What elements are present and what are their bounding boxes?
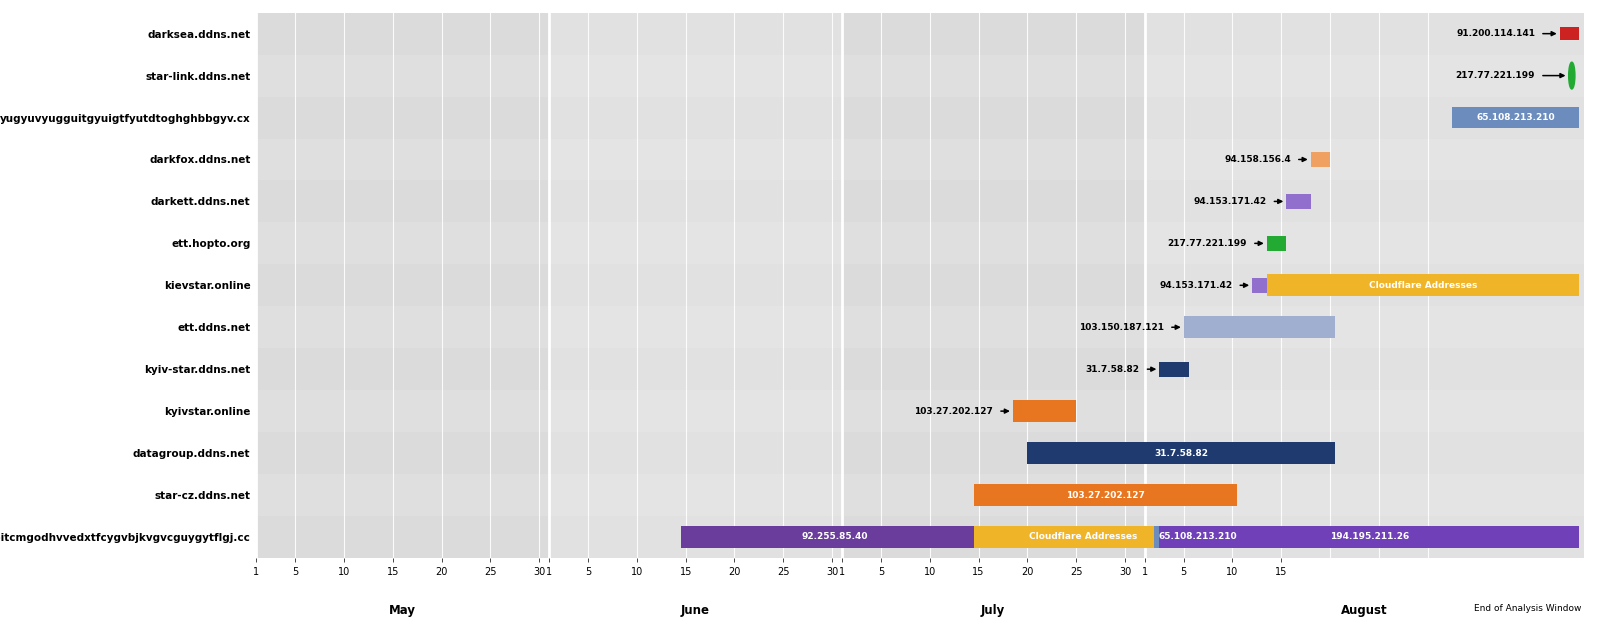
Bar [256, 138, 1584, 181]
Text: June: June [682, 604, 710, 617]
Bar [1267, 275, 1579, 296]
Bar [1310, 152, 1330, 167]
Bar [1267, 236, 1286, 251]
Bar [256, 181, 1584, 223]
Bar [974, 526, 1194, 548]
Text: 65.108.213.210: 65.108.213.210 [1477, 113, 1555, 122]
Text: 94.153.171.42: 94.153.171.42 [1160, 281, 1232, 290]
Bar [1027, 442, 1334, 464]
Bar [1560, 27, 1579, 40]
Text: 103.150.187.121: 103.150.187.121 [1078, 323, 1165, 332]
Text: 31.7.58.82: 31.7.58.82 [1086, 365, 1139, 373]
Bar [256, 432, 1584, 474]
Bar [1144, 13, 1584, 558]
Text: 103.27.202.127: 103.27.202.127 [914, 406, 994, 416]
Bar [1286, 194, 1310, 209]
Text: July: July [981, 604, 1005, 617]
Bar [1160, 526, 1579, 548]
Circle shape [1568, 62, 1574, 89]
Text: Cloudflare Addresses: Cloudflare Addresses [1368, 281, 1477, 290]
Bar [256, 516, 1584, 558]
Text: 94.153.171.42: 94.153.171.42 [1194, 197, 1267, 206]
Bar [1154, 526, 1242, 548]
Text: May: May [389, 604, 416, 617]
Text: 92.255.85.40: 92.255.85.40 [802, 533, 867, 541]
Text: End of Analysis Window: End of Analysis Window [1474, 604, 1581, 613]
Bar [256, 13, 549, 558]
Bar [256, 223, 1584, 264]
Text: 31.7.58.82: 31.7.58.82 [1154, 449, 1208, 458]
Text: August: August [1341, 604, 1387, 617]
Bar [256, 306, 1584, 348]
Bar [1160, 361, 1189, 377]
Bar [1013, 400, 1077, 422]
Bar [1251, 278, 1267, 293]
Bar [256, 96, 1584, 138]
Bar [974, 484, 1237, 506]
Text: Cloudflare Addresses: Cloudflare Addresses [1029, 533, 1138, 541]
Bar [549, 13, 842, 558]
Bar [842, 13, 1144, 558]
Bar [1184, 316, 1334, 338]
Bar [256, 474, 1584, 516]
Bar [256, 55, 1584, 96]
Text: 103.27.202.127: 103.27.202.127 [1066, 491, 1146, 500]
Bar [256, 13, 1584, 55]
Text: 94.158.156.4: 94.158.156.4 [1224, 155, 1291, 164]
Bar [1453, 107, 1579, 129]
Bar [256, 390, 1584, 432]
Text: 217.77.221.199: 217.77.221.199 [1168, 239, 1246, 248]
Text: 217.77.221.199: 217.77.221.199 [1456, 71, 1534, 80]
Bar [256, 348, 1584, 390]
Text: 65.108.213.210: 65.108.213.210 [1158, 533, 1238, 541]
Bar [256, 264, 1584, 306]
Bar [680, 526, 989, 548]
Text: 91.200.114.141: 91.200.114.141 [1456, 29, 1534, 38]
Text: 194.195.211.26: 194.195.211.26 [1330, 533, 1410, 541]
